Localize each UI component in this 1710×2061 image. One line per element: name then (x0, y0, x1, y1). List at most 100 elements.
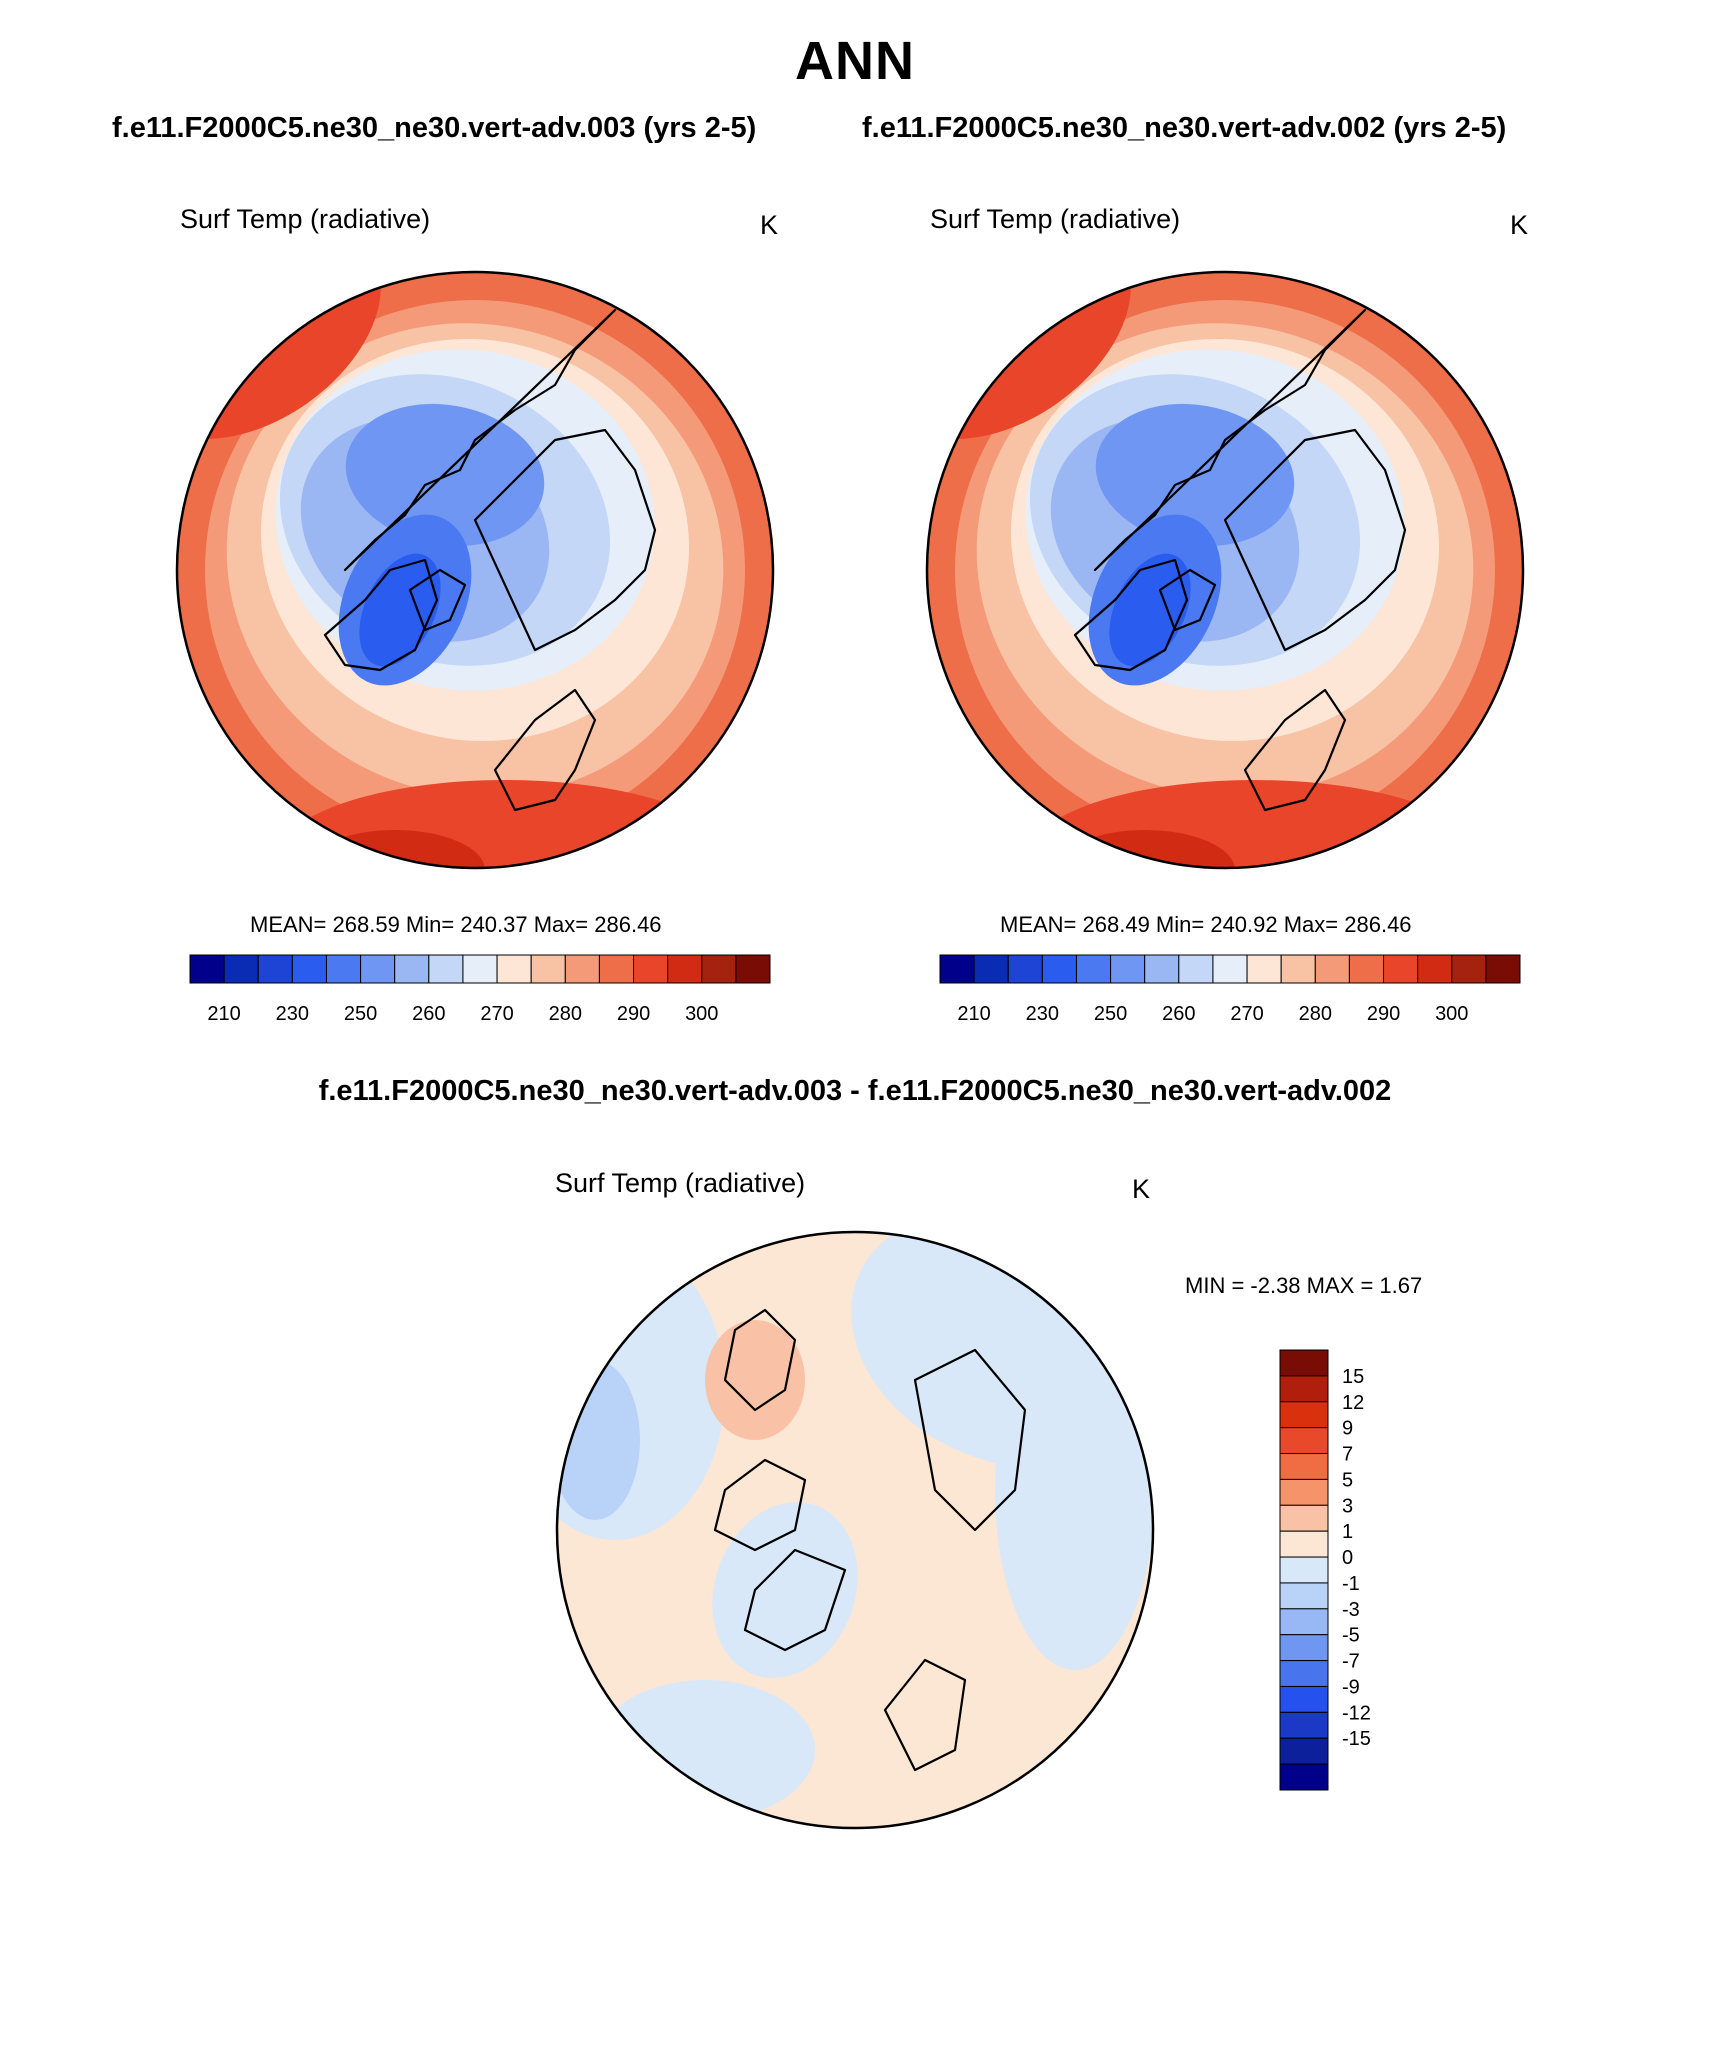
case2-polar-map (925, 270, 1525, 870)
colorbar-swatch (1279, 1556, 1329, 1584)
colorbar-tick-label: 300 (1435, 1003, 1468, 1025)
colorbar-swatch (1279, 1453, 1329, 1480)
colorbar-tick-label: 210 (207, 1003, 240, 1025)
map-border (555, 1230, 1155, 1830)
colorbar-tick-label: 9 (1342, 1418, 1353, 1440)
diff-colorbar: 15 12 9 7 5 3 1 0 -1 -3 -5 -7 -9 -12 -15 (1279, 1349, 1371, 1791)
colorbar-swatch (1279, 1634, 1329, 1662)
case2-title: f.e11.F2000C5.ne30_ne30.vert-adv.002 (yr… (862, 112, 1507, 144)
case1-title: f.e11.F2000C5.ne30_ne30.vert-adv.003 (yr… (112, 112, 757, 144)
colorbar-tick-label: 230 (1026, 1003, 1059, 1025)
case1-colorbar: 210 230 250 260 270 280 290 300 (189, 954, 771, 1025)
colorbar-swatch (1279, 1478, 1329, 1506)
field-neg-east (995, 1310, 1153, 1670)
colorbar-swatch (1314, 954, 1350, 984)
case1-polar-map (175, 270, 775, 870)
case2-variable-label: Surf Temp (radiative) (930, 204, 1181, 234)
field-pos-alaska (705, 1320, 805, 1440)
coastline-eurasia (1223, 428, 1407, 652)
coastline-archipelago (1158, 568, 1217, 632)
colorbar-tick-label: 250 (1094, 1003, 1127, 1025)
coastline-greenland (1073, 558, 1189, 672)
coastline-scandinavia (1243, 688, 1347, 812)
colorbar-swatch (939, 954, 975, 984)
case2-stats: MEAN= 268.49 Min= 240.92 Max= 286.46 (1000, 912, 1412, 937)
colorbar-tick-label: 230 (276, 1003, 309, 1025)
colorbar-tick-label: 260 (412, 1003, 445, 1025)
colorbar-swatch (223, 954, 259, 984)
coastline-archipelago (408, 568, 467, 632)
colorbar-tick-label: 3 (1342, 1495, 1353, 1517)
colorbar-tick-label: -9 (1342, 1676, 1360, 1698)
coastline-eurasia (913, 1348, 1027, 1532)
colorbar-tick-label: 1 (1342, 1521, 1353, 1543)
colorbar-tick-label: 5 (1342, 1469, 1353, 1491)
colorbar-swatch (1279, 1375, 1329, 1403)
colorbar-swatch (1075, 954, 1112, 984)
diff-stats: MIN = -2.38 MAX = 1.67 (1185, 1273, 1423, 1298)
colorbar-swatch (1279, 1685, 1329, 1713)
contour-fill (177, 272, 773, 868)
colorbar-swatch (701, 954, 737, 984)
colorbar-swatch (1279, 1660, 1329, 1687)
colorbar-swatch (1280, 954, 1316, 984)
diff-units-label: K (1132, 1174, 1151, 1204)
colorbar-swatch (325, 954, 362, 984)
colorbar-tick-label: 290 (1367, 1003, 1400, 1025)
case2-colorbar: 210 230 250 260 270 280 290 300 (939, 954, 1521, 1025)
colorbar-tick-label: -3 (1342, 1599, 1360, 1621)
colorbar-swatch (1279, 1504, 1329, 1532)
colorbar-tick-label: 7 (1342, 1444, 1353, 1466)
colorbar-swatch (633, 954, 669, 984)
colorbar-tick-label: -1 (1342, 1573, 1360, 1595)
colorbar-swatch (1383, 954, 1419, 984)
colorbar-swatch (667, 954, 703, 984)
coastline-greenland (743, 1548, 847, 1652)
colorbar-swatch (1279, 1763, 1329, 1791)
colorbar-tick-label: 280 (1299, 1003, 1332, 1025)
colorbar-tick-label: 290 (617, 1003, 650, 1025)
colorbar-swatch (1279, 1427, 1329, 1455)
colorbar-tick-label: 260 (1162, 1003, 1195, 1025)
case1-variable-label: Surf Temp (radiative) (180, 204, 431, 234)
diff-polar-map (555, 1230, 1155, 1830)
colorbar-swatch (564, 954, 600, 984)
colorbar-tick-label: -5 (1342, 1625, 1360, 1647)
coastline-archipelago (713, 1458, 807, 1552)
figure-title: ANN (795, 31, 915, 91)
colorbar-swatch (1279, 1608, 1329, 1636)
colorbar-swatch (428, 954, 464, 984)
case1-stats: MEAN= 268.59 Min= 240.37 Max= 286.46 (250, 912, 662, 937)
colorbar-swatch (1485, 954, 1521, 984)
colorbar-tick-label: 270 (480, 1003, 513, 1025)
colorbar-tick-label: -12 (1342, 1702, 1371, 1724)
colorbar-swatch (1279, 1349, 1329, 1377)
coastline-eurasia (473, 428, 657, 652)
colorbar-tick-label: 300 (685, 1003, 718, 1025)
colorbar-tick-label: 12 (1342, 1392, 1364, 1414)
difference-title: f.e11.F2000C5.ne30_ne30.vert-adv.003 - f… (318, 1075, 1392, 1107)
colorbar-swatch (973, 954, 1009, 984)
colorbar-tick-label: -15 (1342, 1728, 1371, 1750)
coastline-greenland (323, 558, 439, 672)
colorbar-tick-label: -7 (1342, 1651, 1360, 1673)
colorbar-swatch (1144, 954, 1180, 984)
colorbar-tick-label: 0 (1342, 1547, 1353, 1569)
coastline-alaska (723, 1308, 797, 1412)
colorbar-swatch (1279, 1530, 1329, 1558)
colorbar-swatch (1451, 954, 1487, 984)
colorbar-tick-label: 270 (1230, 1003, 1263, 1025)
colorbar-tick-label: 15 (1342, 1366, 1364, 1388)
colorbar-swatch (291, 954, 327, 984)
colorbar-swatch (189, 954, 225, 984)
diff-variable-label: Surf Temp (radiative) (555, 1168, 806, 1198)
colorbar-swatch (1041, 954, 1077, 984)
colorbar-swatch (1178, 954, 1214, 984)
colorbar-swatch (1279, 1737, 1329, 1765)
colorbar-swatch (1212, 954, 1248, 984)
colorbar-swatch (394, 954, 430, 984)
colorbar-tick-label: 210 (957, 1003, 990, 1025)
colorbar-swatch (1279, 1711, 1329, 1739)
atlantic-warm (1025, 780, 1485, 868)
coastline-scandinavia (493, 688, 597, 812)
